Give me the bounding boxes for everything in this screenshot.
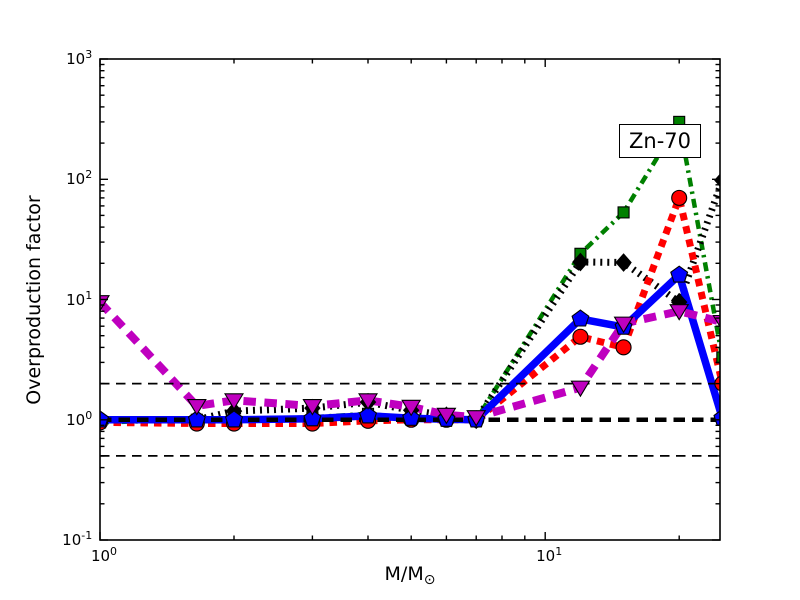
series-red-dashed-circles-line — [100, 194, 720, 427]
triangle-down-marker — [224, 393, 244, 410]
pentagon-marker — [303, 409, 322, 427]
triangle-down-marker — [358, 393, 378, 410]
triangle-down-marker — [401, 399, 422, 417]
circle-marker — [572, 328, 589, 345]
diamond-marker — [714, 173, 720, 187]
triangle-down-marker — [302, 398, 323, 416]
diamond-marker — [572, 252, 589, 272]
triangle-down-marker — [186, 398, 207, 416]
square-marker — [617, 206, 630, 219]
tick-marks — [99, 58, 720, 541]
pentagon-marker — [402, 408, 421, 426]
y-axis-title: Overproduction factor — [23, 195, 45, 405]
x-axis-title-text: M/M — [384, 563, 424, 585]
pentagon-marker — [187, 410, 206, 428]
triangle-down-marker — [436, 407, 457, 425]
pentagon-marker — [224, 410, 244, 428]
pentagon-marker — [670, 265, 689, 283]
triangle-down-marker — [669, 304, 690, 321]
circle-marker — [615, 339, 632, 356]
triangle-down-marker — [466, 410, 487, 427]
plot-area — [100, 115, 720, 457]
triangle-down-marker — [613, 316, 634, 334]
circle-marker — [671, 189, 688, 206]
pentagon-marker — [571, 309, 590, 327]
pentagon-marker — [713, 410, 720, 426]
series-magenta-dashed-triangles-markers — [100, 295, 720, 427]
diamond-marker — [615, 253, 632, 272]
series-green-dashdot-squares-line — [100, 119, 720, 425]
square-marker — [716, 351, 720, 364]
series-black-dotted-diamonds-markers — [100, 173, 720, 430]
x-axis-title: M/M⊙ — [385, 563, 436, 588]
isotope-annotation: Zn-70 — [619, 124, 701, 158]
pentagon-marker — [100, 410, 110, 428]
pentagon-marker — [359, 406, 378, 424]
triangle-down-marker — [570, 380, 591, 398]
series-magenta-dashed-triangles-line — [100, 299, 720, 422]
solar-mass-icon: ⊙ — [423, 572, 436, 588]
